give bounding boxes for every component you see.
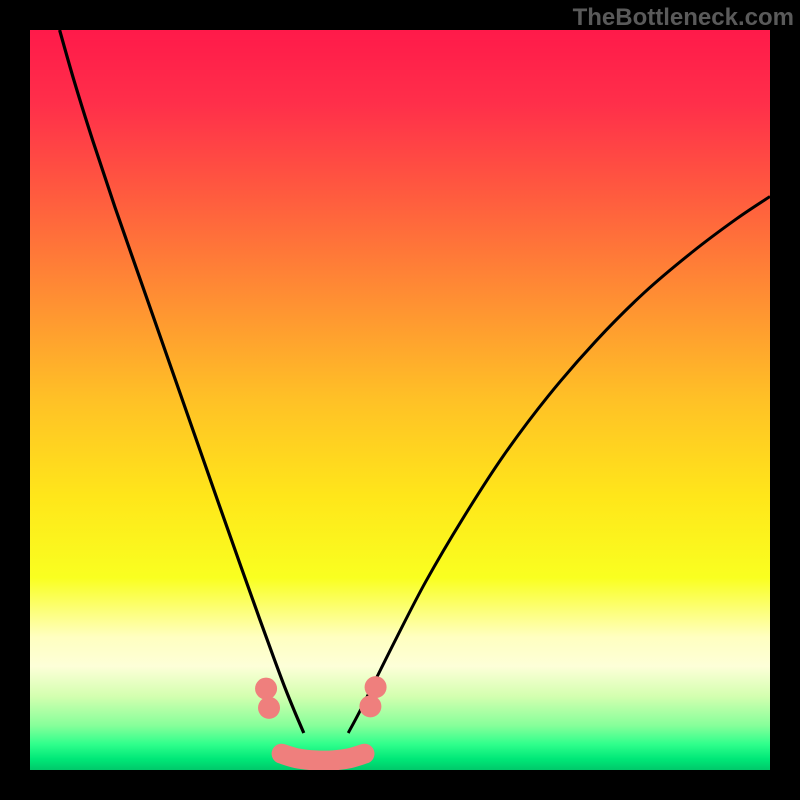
trough-dot: [255, 678, 277, 700]
trough-dot: [365, 676, 387, 698]
plot-area: [30, 30, 770, 770]
attribution-text: TheBottleneck.com: [573, 4, 794, 32]
curves-svg: [30, 30, 770, 770]
trough-dot: [258, 697, 280, 719]
trough-band: [282, 754, 365, 761]
trough-dot: [359, 695, 381, 717]
chart-container: TheBottleneck.com: [0, 0, 800, 800]
curve-right: [348, 197, 770, 734]
curve-left: [60, 30, 304, 733]
